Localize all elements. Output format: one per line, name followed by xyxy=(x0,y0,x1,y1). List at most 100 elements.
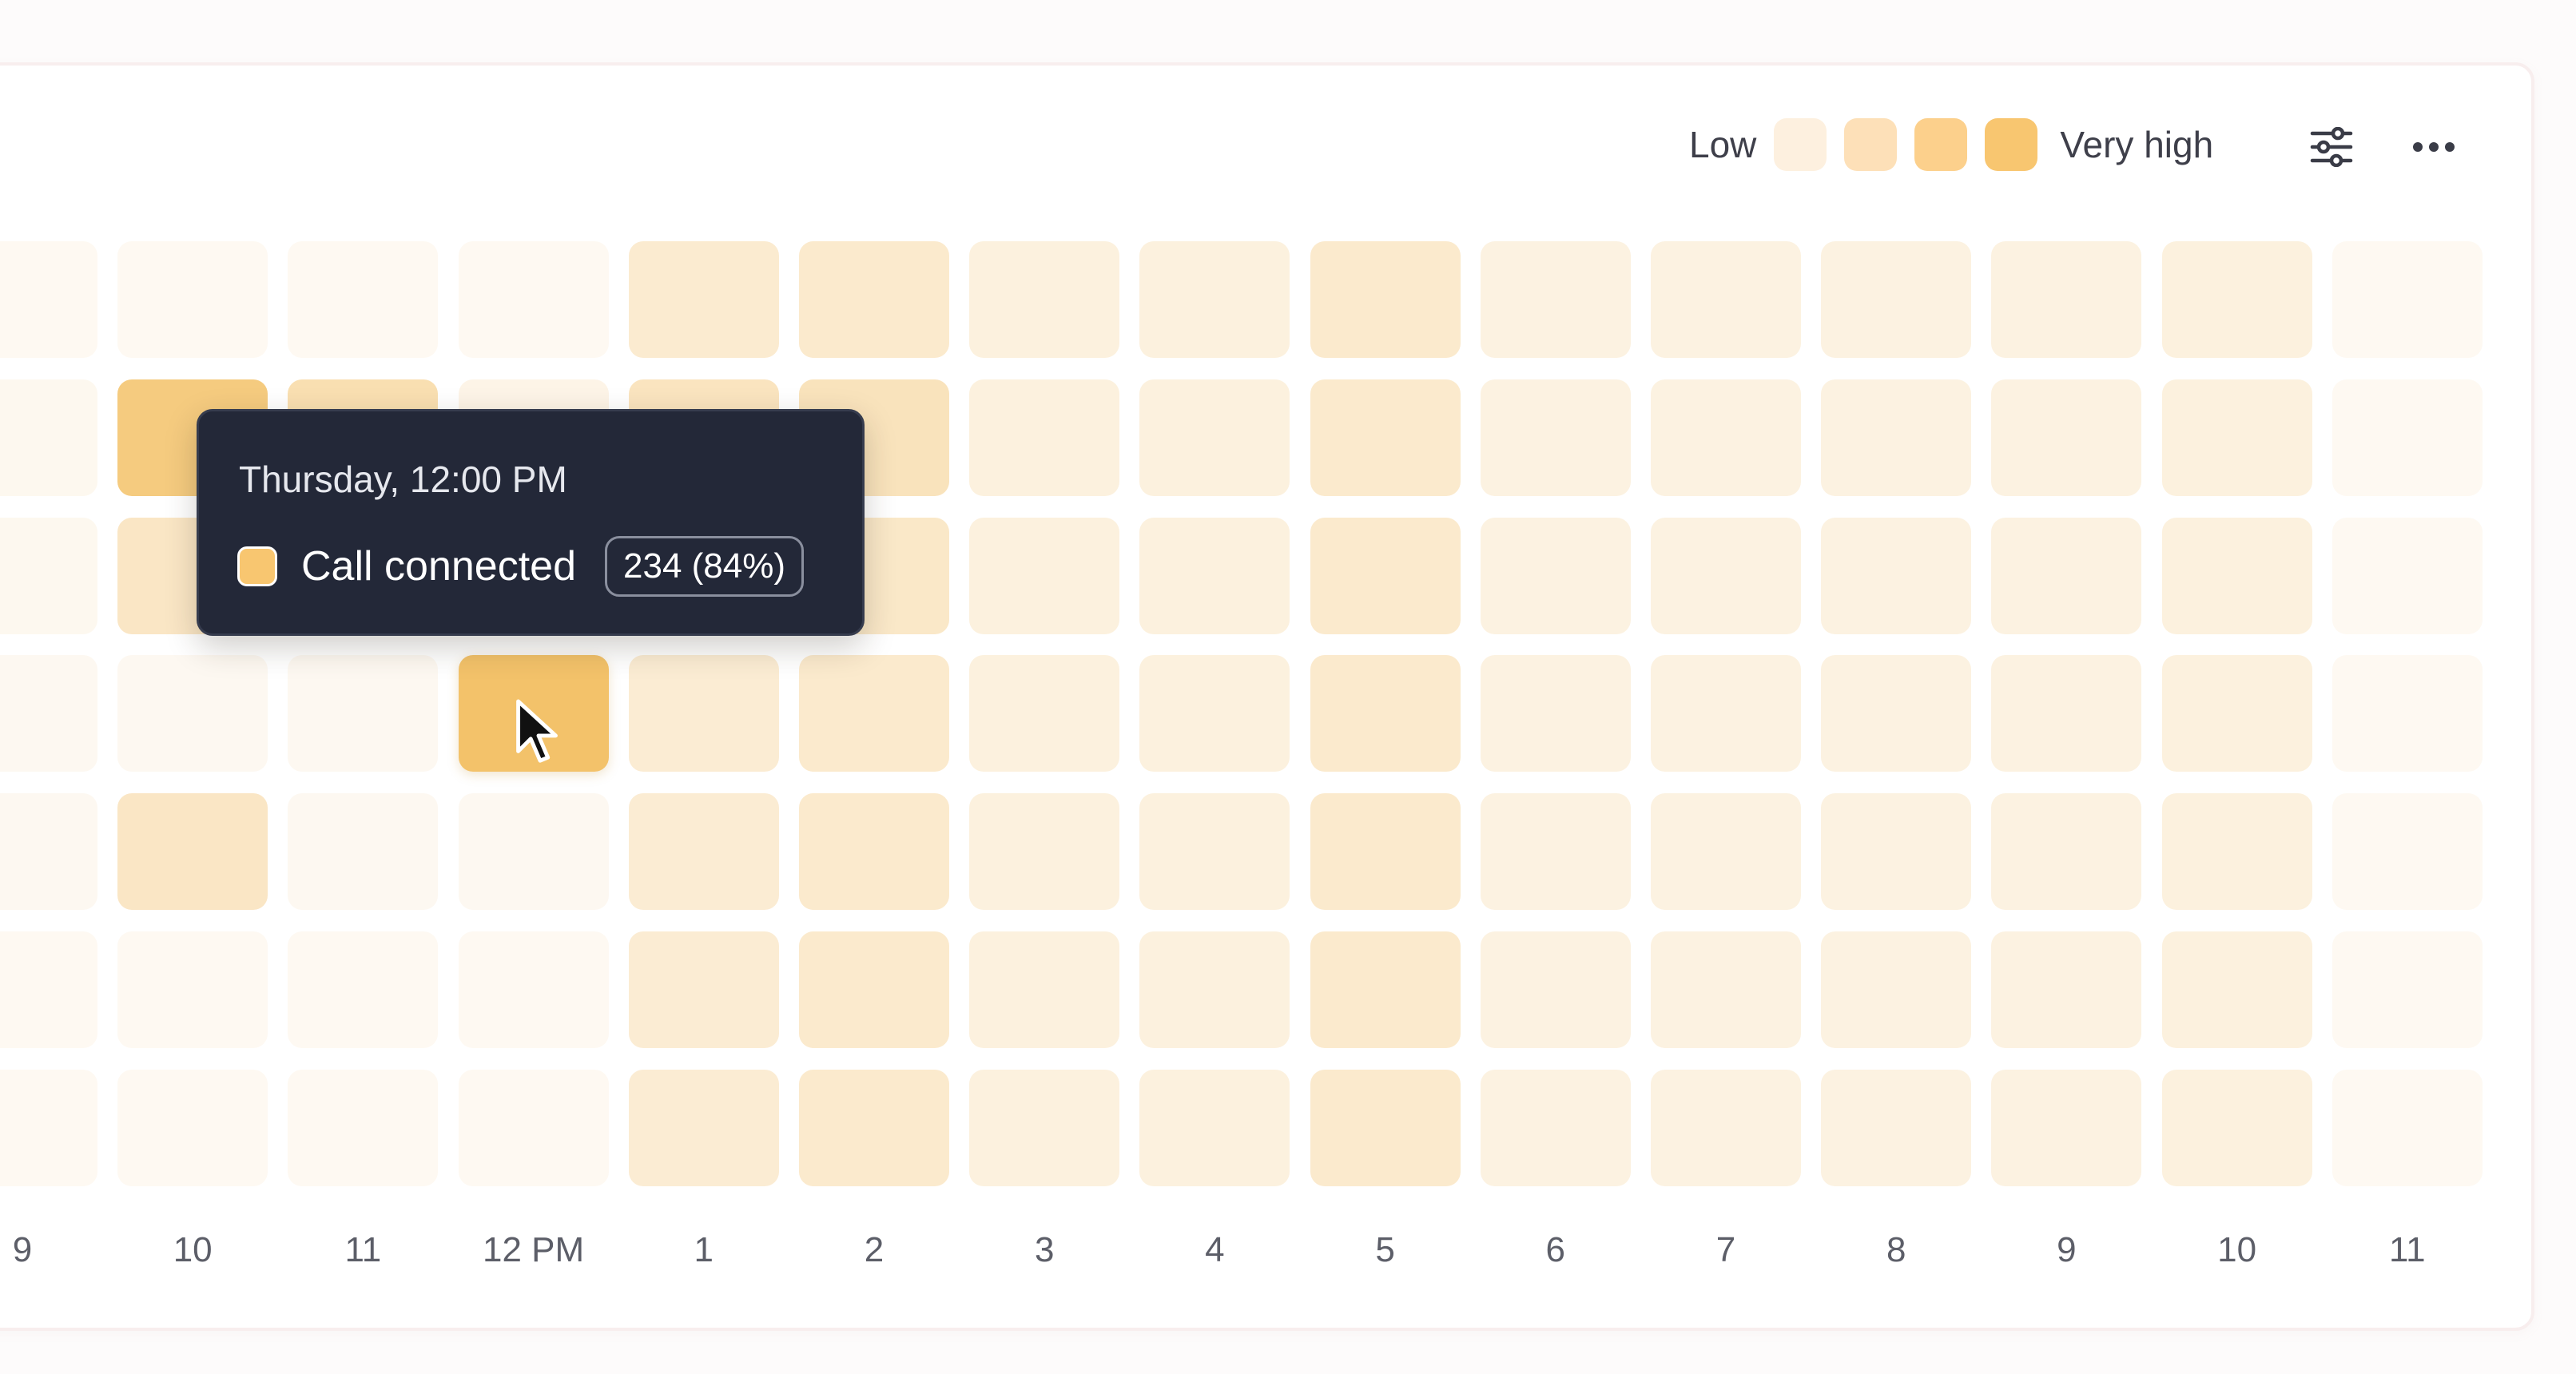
heatmap-cell-r6-c3[interactable] xyxy=(288,931,439,1048)
heatmap-cell-r4-c6[interactable] xyxy=(799,655,949,772)
heatmap-cell-r4-c11[interactable] xyxy=(1651,655,1801,772)
heatmap-cell-r2-c1[interactable] xyxy=(0,379,97,496)
heatmap-cell-r1-c10[interactable] xyxy=(1480,241,1631,358)
heatmap-cell-r7-c13[interactable] xyxy=(1991,1069,2142,1186)
heatmap-cell-r5-c13[interactable] xyxy=(1991,793,2142,911)
heatmap-cell-r1-c2[interactable] xyxy=(117,241,268,358)
heatmap-cell-r4-c5[interactable] xyxy=(628,655,779,772)
heatmap-cell-r5-c6[interactable] xyxy=(799,793,949,911)
more-horizontal-icon xyxy=(2413,142,2455,152)
heatmap-cell-r7-c15[interactable] xyxy=(2332,1069,2483,1186)
heatmap-cell-r2-c7[interactable] xyxy=(969,379,1120,496)
heatmap-cell-r7-c9[interactable] xyxy=(1310,1069,1461,1186)
heatmap-cell-r1-c12[interactable] xyxy=(1821,241,1972,358)
heatmap-cell-r5-c1[interactable] xyxy=(0,793,97,911)
heatmap-cell-r5-c3[interactable] xyxy=(288,793,439,911)
heatmap-cell-r2-c14[interactable] xyxy=(2161,379,2312,496)
heatmap-cell-r1-c3[interactable] xyxy=(288,241,439,358)
heatmap-cell-r1-c6[interactable] xyxy=(799,241,949,358)
heatmap-cell-r6-c6[interactable] xyxy=(799,931,949,1048)
heatmap-cell-r3-c8[interactable] xyxy=(1139,517,1290,634)
heatmap-cell-r7-c12[interactable] xyxy=(1821,1069,1972,1186)
heatmap-cell-r6-c8[interactable] xyxy=(1139,931,1290,1048)
heatmap-cell-r5-c10[interactable] xyxy=(1480,793,1631,911)
heatmap-cell-r6-c9[interactable] xyxy=(1310,931,1461,1048)
heatmap-cell-r2-c11[interactable] xyxy=(1651,379,1801,496)
heatmap-cell-r4-c13[interactable] xyxy=(1991,655,2142,772)
heatmap-cell-r3-c1[interactable] xyxy=(0,517,97,634)
heatmap-cell-r6-c15[interactable] xyxy=(2332,931,2483,1048)
heatmap-cell-r4-c10[interactable] xyxy=(1480,655,1631,772)
heatmap-cell-r6-c5[interactable] xyxy=(628,931,779,1048)
heatmap-cell-r6-c4[interactable] xyxy=(458,931,609,1048)
heatmap-cell-r7-c7[interactable] xyxy=(969,1069,1120,1186)
filter-button[interactable] xyxy=(2298,113,2365,181)
heatmap-cell-r7-c10[interactable] xyxy=(1480,1069,1631,1186)
heatmap-cell-r6-c11[interactable] xyxy=(1651,931,1801,1048)
heatmap-cell-r5-c8[interactable] xyxy=(1139,793,1290,911)
heatmap-cell-r4-c7[interactable] xyxy=(969,655,1120,772)
heatmap-cell-r1-c9[interactable] xyxy=(1310,241,1461,358)
heatmap-cell-r3-c15[interactable] xyxy=(2332,517,2483,634)
heatmap-cell-r3-c11[interactable] xyxy=(1651,517,1801,634)
heatmap-cell-r7-c2[interactable] xyxy=(117,1069,268,1186)
heatmap-cell-r4-c15[interactable] xyxy=(2332,655,2483,772)
heatmap-cell-r2-c9[interactable] xyxy=(1310,379,1461,496)
heatmap-cell-r1-c13[interactable] xyxy=(1991,241,2142,358)
legend-swatch-4 xyxy=(1985,118,2038,171)
heatmap-cell-r3-c10[interactable] xyxy=(1480,517,1631,634)
heatmap-cell-r2-c12[interactable] xyxy=(1821,379,1972,496)
heatmap-cell-r4-c14[interactable] xyxy=(2161,655,2312,772)
heatmap-cell-r7-c11[interactable] xyxy=(1651,1069,1801,1186)
heatmap-cell-r1-c11[interactable] xyxy=(1651,241,1801,358)
heatmap-cell-r7-c8[interactable] xyxy=(1139,1069,1290,1186)
heatmap-cell-r5-c5[interactable] xyxy=(628,793,779,911)
heatmap-cell-r5-c15[interactable] xyxy=(2332,793,2483,911)
tooltip-series-swatch xyxy=(237,546,277,586)
x-tick-label: 9 xyxy=(12,1230,33,1269)
heatmap-cell-r4-c1[interactable] xyxy=(0,655,97,772)
heatmap-cell-r5-c4[interactable] xyxy=(458,793,609,911)
heatmap-cell-r3-c13[interactable] xyxy=(1991,517,2142,634)
heatmap-cell-r3-c7[interactable] xyxy=(969,517,1120,634)
heatmap-cell-r1-c5[interactable] xyxy=(628,241,779,358)
heatmap-cell-r7-c6[interactable] xyxy=(799,1069,949,1186)
heatmap-cell-r6-c2[interactable] xyxy=(117,931,268,1048)
heatmap-cell-r5-c2[interactable] xyxy=(117,793,268,911)
more-options-button[interactable] xyxy=(2400,113,2467,181)
heatmap-cell-r2-c10[interactable] xyxy=(1480,379,1631,496)
heatmap-cell-r5-c7[interactable] xyxy=(969,793,1120,911)
heatmap-cell-r6-c13[interactable] xyxy=(1991,931,2142,1048)
heatmap-cell-r3-c9[interactable] xyxy=(1310,517,1461,634)
heatmap-cell-r4-c3[interactable] xyxy=(288,655,439,772)
heatmap-cell-r1-c8[interactable] xyxy=(1139,241,1290,358)
heatmap-cell-r4-c12[interactable] xyxy=(1821,655,1972,772)
heatmap-cell-r4-c2[interactable] xyxy=(117,655,268,772)
heatmap-cell-r7-c4[interactable] xyxy=(458,1069,609,1186)
heatmap-cell-r4-c8[interactable] xyxy=(1139,655,1290,772)
heatmap-cell-r3-c12[interactable] xyxy=(1821,517,1972,634)
heatmap-cell-r2-c8[interactable] xyxy=(1139,379,1290,496)
heatmap-cell-r6-c14[interactable] xyxy=(2161,931,2312,1048)
heatmap-cell-r1-c4[interactable] xyxy=(458,241,609,358)
heatmap-cell-r1-c15[interactable] xyxy=(2332,241,2483,358)
heatmap-cell-r4-c9[interactable] xyxy=(1310,655,1461,772)
heatmap-cell-r1-c7[interactable] xyxy=(969,241,1120,358)
heatmap-cell-r3-c14[interactable] xyxy=(2161,517,2312,634)
heatmap-cell-r2-c13[interactable] xyxy=(1991,379,2142,496)
heatmap-cell-r1-c1[interactable] xyxy=(0,241,97,358)
heatmap-cell-r2-c15[interactable] xyxy=(2332,379,2483,496)
heatmap-cell-r5-c11[interactable] xyxy=(1651,793,1801,911)
heatmap-cell-r7-c5[interactable] xyxy=(628,1069,779,1186)
heatmap-cell-r6-c10[interactable] xyxy=(1480,931,1631,1048)
heatmap-cell-r5-c9[interactable] xyxy=(1310,793,1461,911)
heatmap-cell-r1-c14[interactable] xyxy=(2161,241,2312,358)
heatmap-cell-r5-c12[interactable] xyxy=(1821,793,1972,911)
heatmap-cell-r7-c14[interactable] xyxy=(2161,1069,2312,1186)
heatmap-cell-r7-c3[interactable] xyxy=(288,1069,439,1186)
heatmap-cell-r7-c1[interactable] xyxy=(0,1069,97,1186)
heatmap-cell-r6-c12[interactable] xyxy=(1821,931,1972,1048)
heatmap-cell-r6-c7[interactable] xyxy=(969,931,1120,1048)
heatmap-cell-r6-c1[interactable] xyxy=(0,931,97,1048)
heatmap-cell-r5-c14[interactable] xyxy=(2161,793,2312,911)
